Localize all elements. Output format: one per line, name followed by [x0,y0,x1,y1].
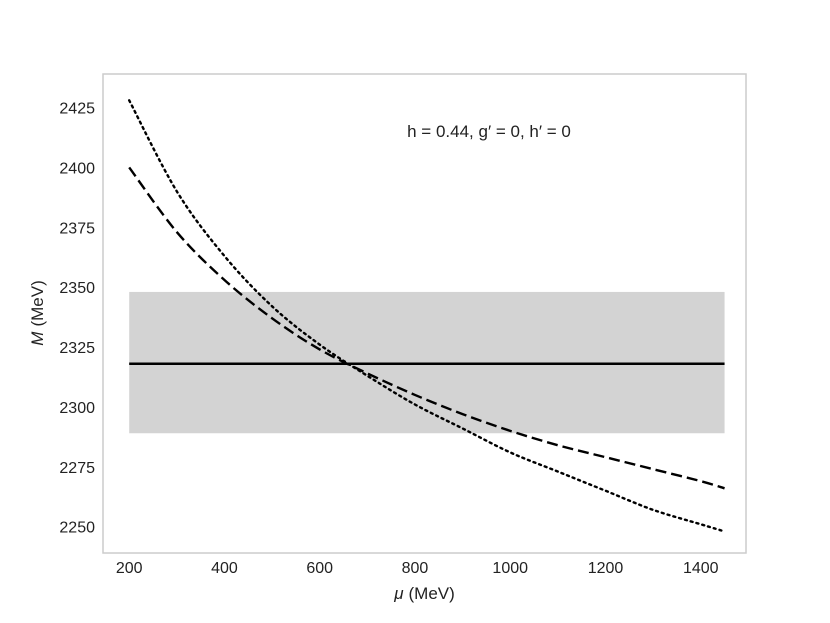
y-tick-label: 2275 [59,460,95,477]
y-tick-label: 2325 [59,340,95,357]
y-tick-label: 2250 [59,520,95,537]
x-tick-label: 600 [306,560,333,577]
x-tick-label: 1000 [492,560,528,577]
y-axis-label: M (MeV) [28,280,47,345]
y-tick-label: 2350 [59,280,95,297]
y-tick-label: 2375 [59,220,95,237]
plot-frame [102,73,747,554]
x-tick-label: 200 [116,560,143,577]
y-tick-label: 2300 [59,400,95,417]
x-tick-label: 400 [211,560,238,577]
x-tick-labels: 200 400 600 800 1000 1200 1400 [116,560,719,577]
x-axis-label: μ (MeV) [393,584,455,603]
y-axis-label-var: M [28,331,47,346]
x-axis-label-unit: (MeV) [409,584,455,603]
y-tick-labels: 2250 2275 2300 2325 2350 2375 2400 2425 [59,101,95,537]
series-layer [127,99,726,533]
x-tick-label: 1400 [683,560,719,577]
x-tick-label: 1200 [588,560,624,577]
parameter-annotation: h = 0.44, g′ = 0, h′ = 0 [407,122,571,141]
y-tick-label: 2425 [59,101,95,118]
dashed-series-line [128,166,725,490]
y-axis-label-unit: (MeV) [28,280,47,326]
x-tick-label: 800 [402,560,429,577]
y-tick-label: 2400 [59,160,95,177]
dotted-series-line [127,99,726,533]
x-axis-label-var: μ [393,584,404,603]
